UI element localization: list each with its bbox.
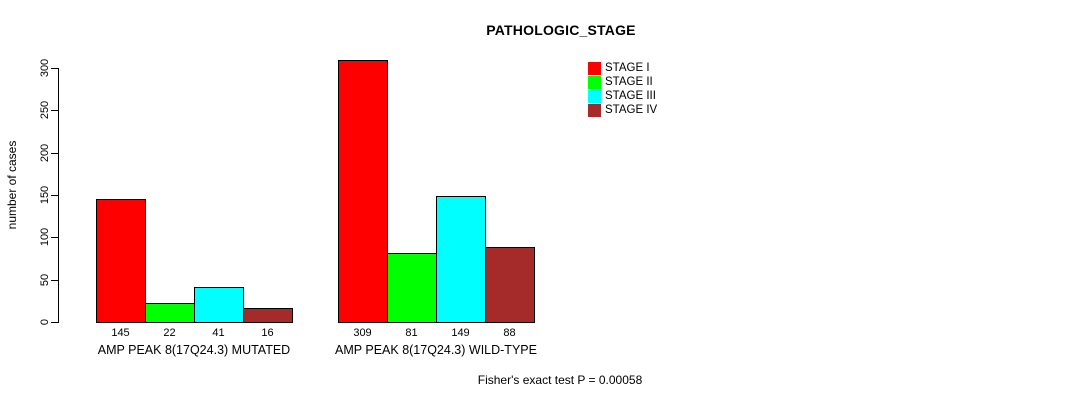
bar-stage-i-group1	[96, 199, 146, 323]
y-axis-tick	[51, 237, 58, 238]
bar-stage-iii-group1	[194, 287, 244, 323]
legend-item: STAGE I	[588, 61, 657, 75]
legend-item: STAGE IV	[588, 103, 657, 117]
legend-item: STAGE II	[588, 75, 657, 89]
bar-value-label: 88	[503, 327, 516, 339]
bar-value-label: 16	[261, 327, 274, 339]
y-axis-label: number of cases	[5, 140, 19, 230]
y-axis-tick	[51, 195, 58, 196]
legend-swatch-stage-i-icon	[588, 61, 601, 75]
bar-stage-ii-group1	[145, 303, 195, 323]
bar-value-label: 22	[163, 327, 176, 339]
bar-stage-i-group2	[338, 60, 388, 323]
y-axis-tick-label: 150	[39, 185, 51, 205]
y-axis-tick-label: 100	[39, 227, 51, 247]
y-axis-tick-label: 250	[39, 100, 51, 120]
chart-title: PATHOLOGIC_STAGE	[486, 22, 636, 38]
legend-swatch-stage-iv-icon	[588, 103, 601, 117]
legend-label: STAGE II	[605, 76, 653, 88]
y-axis-line	[58, 68, 59, 323]
bar-value-label: 81	[405, 327, 418, 339]
bar-value-label: 145	[111, 327, 130, 339]
bar-value-label: 309	[353, 327, 372, 339]
group-label: AMP PEAK 8(17Q24.3) MUTATED	[97, 343, 291, 357]
y-axis-tick	[51, 322, 58, 323]
legend: STAGE I STAGE II STAGE III STAGE IV	[588, 61, 657, 117]
legend-label: STAGE I	[605, 62, 650, 74]
legend-label: STAGE III	[605, 90, 656, 102]
y-axis-tick-label: 300	[39, 58, 51, 78]
bar-stage-iii-group2	[436, 196, 486, 323]
bar-stage-iv-group1	[243, 308, 293, 323]
legend-label: STAGE IV	[605, 104, 658, 116]
legend-item: STAGE III	[588, 89, 657, 103]
y-axis-tick	[51, 280, 58, 281]
y-axis-tick	[51, 110, 58, 111]
bar-stage-ii-group2	[387, 253, 437, 323]
y-axis-tick	[51, 68, 58, 69]
bar-value-label: 41	[212, 327, 225, 339]
y-axis-tick	[51, 153, 58, 154]
y-axis-tick-label: 0	[39, 318, 51, 326]
y-axis-tick-label: 200	[39, 143, 51, 163]
legend-swatch-stage-iii-icon	[588, 89, 601, 103]
y-axis-tick-label: 50	[39, 273, 51, 287]
bar-value-label: 149	[451, 327, 470, 339]
group-label: AMP PEAK 8(17Q24.3) WILD-TYPE	[335, 343, 537, 357]
footer-stat: Fisher's exact test P = 0.00058	[477, 373, 643, 387]
bar-stage-iv-group2	[485, 247, 535, 323]
legend-swatch-stage-ii-icon	[588, 75, 601, 89]
